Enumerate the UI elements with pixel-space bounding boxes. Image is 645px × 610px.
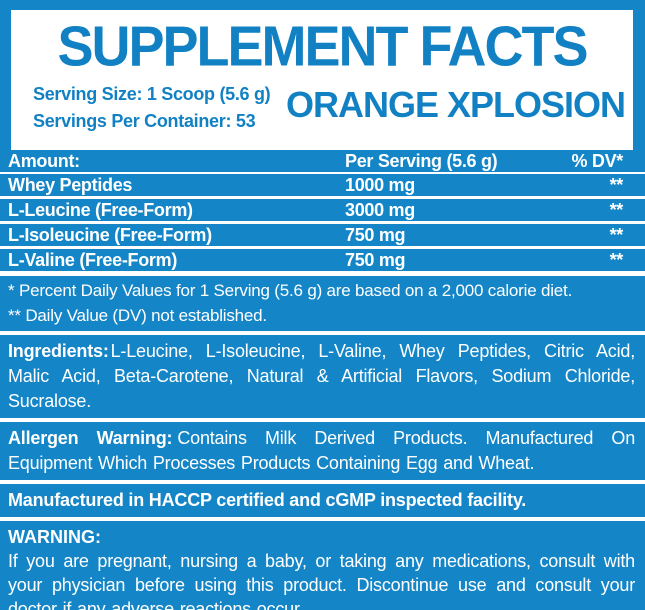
facts-body: Amount: Per Serving (5.6 g) % DV* Whey P… xyxy=(0,150,645,610)
separator xyxy=(0,517,645,521)
separator xyxy=(0,172,645,174)
separator-thick xyxy=(0,271,645,276)
allergen-warning-section: Allergen Warning: Contains Milk Derived P… xyxy=(0,422,645,480)
header-sub-row: Serving Size: 1 Scoop (5.6 g) Servings P… xyxy=(11,72,633,135)
table-row: L-Valine (Free-Form) 750 mg ** xyxy=(0,249,645,271)
facts-table-header: Amount: Per Serving (5.6 g) % DV* xyxy=(0,150,645,172)
col-dv-label: % DV* xyxy=(571,150,623,171)
ingredient-amount: 750 mg xyxy=(345,224,406,245)
separator xyxy=(0,196,645,199)
serving-info: Serving Size: 1 Scoop (5.6 g) Servings P… xyxy=(33,81,271,135)
ingredient-amount: 750 mg xyxy=(345,249,406,270)
separator xyxy=(0,418,645,422)
supplement-facts-title: SUPPLEMENT FACTS xyxy=(57,15,588,79)
col-amount-label: Amount: xyxy=(8,150,80,171)
footnote-daily-value: * Percent Daily Values for 1 Serving (5.… xyxy=(8,281,573,300)
footnotes: * Percent Daily Values for 1 Serving (5.… xyxy=(0,276,645,331)
header-panel: SUPPLEMENT FACTS Serving Size: 1 Scoop (… xyxy=(11,10,633,150)
ingredients-label: Ingredients: xyxy=(8,341,109,361)
manufacturing-note: Manufactured in HACCP certified and cGMP… xyxy=(8,490,527,510)
servings-per-container-text: Servings Per Container: 53 xyxy=(33,111,256,131)
ingredient-name: Whey Peptides xyxy=(8,174,133,195)
separator xyxy=(0,331,645,335)
table-row: L-Leucine (Free-Form) 3000 mg ** xyxy=(0,199,645,221)
footnote-not-established: ** Daily Value (DV) not established. xyxy=(8,306,267,325)
separator xyxy=(0,246,645,249)
ingredient-name: L-Valine (Free-Form) xyxy=(8,249,178,270)
allergen-warning-text: Contains Milk Derived Products. Manufact… xyxy=(8,428,636,473)
ingredient-name: L-Isoleucine (Free-Form) xyxy=(8,224,212,245)
flavor-name: ORANGE XPLOSION xyxy=(285,84,626,125)
ingredient-amount: 1000 mg xyxy=(345,174,415,195)
ingredient-dv: ** xyxy=(609,199,624,220)
allergen-warning-label: Allergen Warning: xyxy=(8,428,173,448)
ingredients-section: Ingredients: L-Leucine, L-Isoleucine, L-V… xyxy=(0,335,645,418)
serving-size-text: Serving Size: 1 Scoop (5.6 g) xyxy=(33,84,271,104)
warning-section: WARNING: If you are pregnant, nursing a … xyxy=(0,521,645,610)
table-row: L-Isoleucine (Free-Form) 750 mg ** xyxy=(0,224,645,246)
col-per-serving-label: Per Serving (5.6 g) xyxy=(345,150,498,171)
ingredient-dv: ** xyxy=(609,249,624,270)
ingredient-dv: ** xyxy=(609,174,624,195)
table-row: Whey Peptides 1000 mg ** xyxy=(0,174,645,196)
separator xyxy=(0,221,645,224)
ingredients-text: L-Leucine, L-Isoleucine, L-Valine, Whey … xyxy=(8,341,635,411)
ingredient-name: L-Leucine (Free-Form) xyxy=(8,199,193,220)
separator xyxy=(0,480,645,484)
warning-label: WARNING: xyxy=(8,527,101,547)
warning-text: If you are pregnant, nursing a baby, or … xyxy=(8,551,635,610)
ingredient-dv: ** xyxy=(609,224,624,245)
ingredient-amount: 3000 mg xyxy=(345,199,415,220)
